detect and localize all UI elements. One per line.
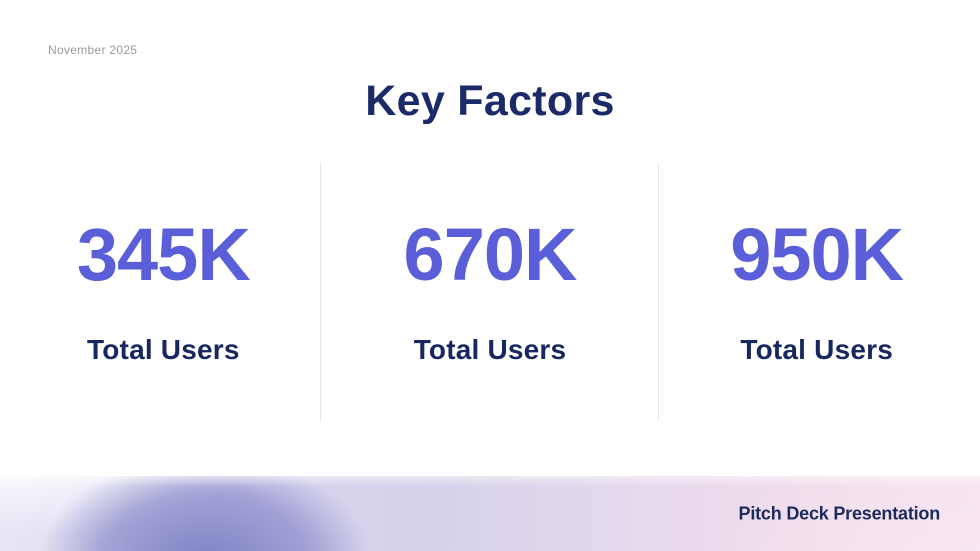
stats-row: 345K Total Users 670K Total Users 950K T… <box>0 163 980 421</box>
footer-label: Pitch Deck Presentation <box>738 503 941 523</box>
slide-date: November 2025 <box>48 43 138 57</box>
stat-label-1: Total Users <box>87 334 240 365</box>
column-divider-left <box>320 163 321 421</box>
stat-value-1: 345K <box>76 213 251 296</box>
stat-label-3: Total Users <box>740 334 893 365</box>
stat-label-2: Total Users <box>413 334 567 365</box>
page-title: Key Factors <box>365 76 615 125</box>
column-divider-right <box>658 163 659 421</box>
stat-value-3: 950K <box>730 213 904 296</box>
stat-value-2: 670K <box>403 213 578 296</box>
stat-block-2: 670K Total Users <box>327 163 654 421</box>
stat-block-3: 950K Total Users <box>653 163 980 421</box>
footer-gradient-band: Pitch Deck Presentation <box>0 476 980 551</box>
stat-block-1: 345K Total Users <box>0 163 327 421</box>
